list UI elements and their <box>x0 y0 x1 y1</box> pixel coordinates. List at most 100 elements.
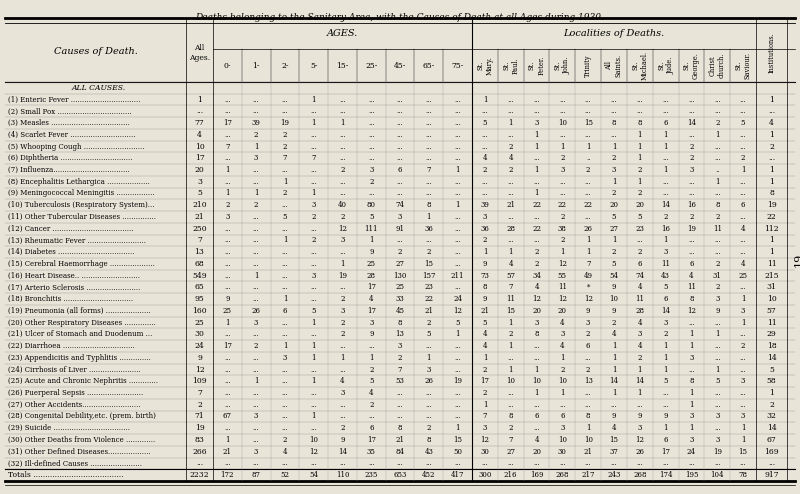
Text: ...: ... <box>637 401 643 409</box>
Text: ...: ... <box>310 143 317 151</box>
Text: 10: 10 <box>584 436 593 444</box>
Text: ...: ... <box>282 248 288 256</box>
Text: ...: ... <box>585 401 591 409</box>
Text: (16) Heart Disease.. ..........................: (16) Heart Disease.. ...................… <box>8 272 140 280</box>
Text: 1: 1 <box>769 131 774 139</box>
Text: ...: ... <box>339 96 346 104</box>
Text: ...: ... <box>253 459 259 467</box>
Text: ...: ... <box>507 96 514 104</box>
Text: 2: 2 <box>560 154 565 163</box>
Text: 14: 14 <box>610 377 618 385</box>
Text: ...: ... <box>688 319 695 327</box>
Text: ...: ... <box>310 260 317 268</box>
Text: 5: 5 <box>663 377 668 385</box>
Text: ...: ... <box>688 366 695 373</box>
Text: ...: ... <box>559 107 566 115</box>
Text: 1: 1 <box>426 354 431 362</box>
Text: 10: 10 <box>532 377 541 385</box>
Text: ...: ... <box>368 459 374 467</box>
Text: ...: ... <box>559 131 566 139</box>
Text: 3: 3 <box>282 354 287 362</box>
Text: ...: ... <box>585 107 591 115</box>
Text: 1: 1 <box>509 366 513 373</box>
Text: ...: ... <box>714 248 721 256</box>
Text: 1: 1 <box>426 213 431 221</box>
Text: 4: 4 <box>197 131 202 139</box>
Text: ...: ... <box>482 190 488 198</box>
Text: 68: 68 <box>194 260 204 268</box>
Text: 7: 7 <box>586 260 590 268</box>
Text: 174: 174 <box>659 471 672 479</box>
Text: 19: 19 <box>338 272 347 280</box>
Text: 1: 1 <box>254 272 258 280</box>
Text: ...: ... <box>585 354 591 362</box>
Text: 3: 3 <box>690 412 694 420</box>
Text: ...: ... <box>339 131 346 139</box>
Text: ...: ... <box>224 225 230 233</box>
Text: ...: ... <box>482 107 488 115</box>
Text: 3: 3 <box>663 248 668 256</box>
Text: (6) Diphtheria ................................: (6) Diphtheria .........................… <box>8 154 133 163</box>
Text: 2: 2 <box>715 119 719 127</box>
Text: St.
John.: St. John. <box>554 57 571 74</box>
Text: 6: 6 <box>369 424 374 432</box>
Text: ...: ... <box>740 178 746 186</box>
Text: ...: ... <box>253 248 259 256</box>
Text: ...: ... <box>253 366 259 373</box>
Text: 653: 653 <box>394 471 406 479</box>
Text: ...: ... <box>533 237 540 245</box>
Text: (22) Diarrhoea ................................: (22) Diarrhoea .........................… <box>8 342 135 350</box>
Text: ...: ... <box>397 154 403 163</box>
Text: 14: 14 <box>661 201 670 209</box>
Text: 67: 67 <box>766 436 776 444</box>
Text: ...: ... <box>610 459 618 467</box>
Text: 2: 2 <box>482 237 487 245</box>
Text: 4: 4 <box>482 342 487 350</box>
Text: 10: 10 <box>558 436 567 444</box>
Text: 2232: 2232 <box>190 471 210 479</box>
Text: 2: 2 <box>509 424 513 432</box>
Text: 3: 3 <box>612 166 616 174</box>
Text: 8: 8 <box>586 412 590 420</box>
Text: 1: 1 <box>612 389 616 397</box>
Text: 15: 15 <box>584 119 593 127</box>
Text: ...: ... <box>282 96 288 104</box>
Text: 14: 14 <box>766 354 776 362</box>
Text: ...: ... <box>339 412 346 420</box>
Text: ...: ... <box>688 459 695 467</box>
Text: 1: 1 <box>311 354 316 362</box>
Text: ...: ... <box>310 459 317 467</box>
Text: 6: 6 <box>560 412 565 420</box>
Text: ...: ... <box>688 248 695 256</box>
Text: 17: 17 <box>366 436 376 444</box>
Text: ...: ... <box>610 107 618 115</box>
Text: ...: ... <box>426 119 432 127</box>
Text: 1: 1 <box>455 201 460 209</box>
Text: 23: 23 <box>635 225 644 233</box>
Text: (1) Enteric Fever ...............................: (1) Enteric Fever ......................… <box>8 96 141 104</box>
Text: 19: 19 <box>453 377 462 385</box>
Text: ...: ... <box>224 377 230 385</box>
Text: ...: ... <box>339 154 346 163</box>
Text: 2: 2 <box>690 143 694 151</box>
Text: 3: 3 <box>741 412 746 420</box>
Text: 2: 2 <box>534 248 538 256</box>
Text: 19: 19 <box>281 119 290 127</box>
Text: ...: ... <box>426 237 432 245</box>
Text: ...: ... <box>310 330 317 338</box>
Text: St.
George.: St. George. <box>683 52 700 79</box>
Text: 3: 3 <box>638 330 642 338</box>
Text: 3: 3 <box>226 213 230 221</box>
Text: 211: 211 <box>451 272 464 280</box>
Text: St.
Michael.: St. Michael. <box>631 51 649 80</box>
Text: ...: ... <box>454 154 461 163</box>
Text: 5: 5 <box>612 213 616 221</box>
Text: ...: ... <box>714 459 721 467</box>
Text: 65: 65 <box>194 284 204 291</box>
Text: 2: 2 <box>741 154 746 163</box>
Text: 8: 8 <box>690 295 694 303</box>
Text: 2-: 2- <box>281 63 289 71</box>
Text: 28: 28 <box>366 272 376 280</box>
Text: 4: 4 <box>340 377 345 385</box>
Text: 2: 2 <box>560 237 565 245</box>
